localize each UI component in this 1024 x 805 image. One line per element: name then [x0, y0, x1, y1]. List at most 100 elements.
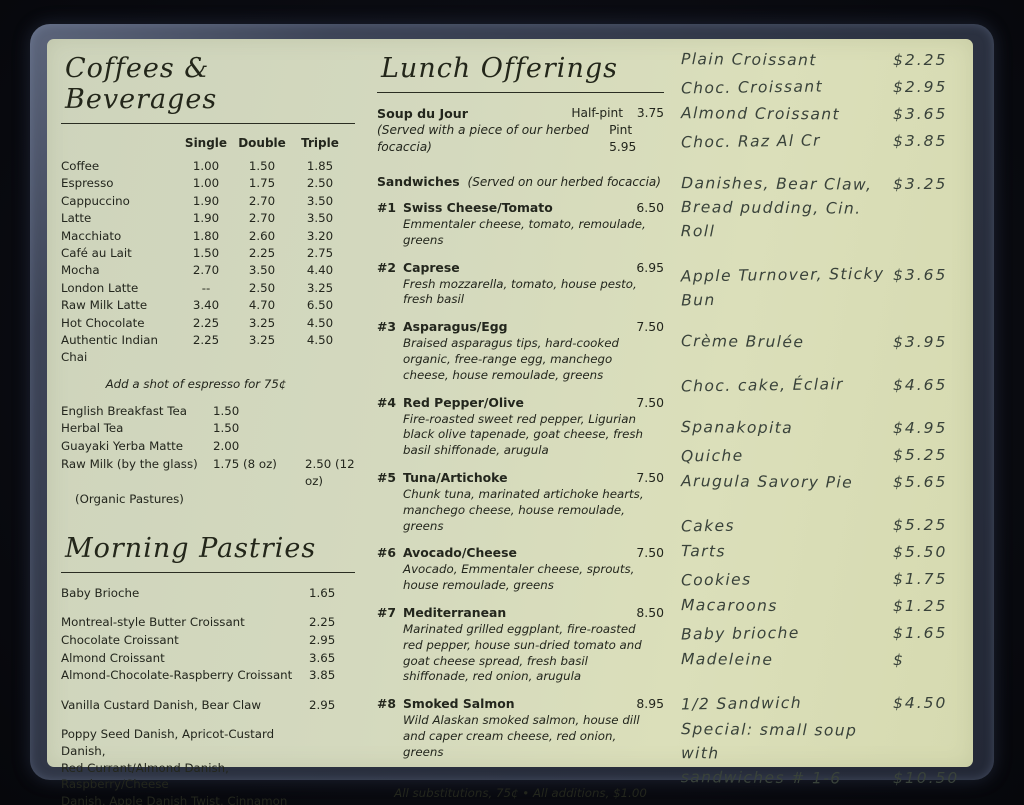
handwritten-item-price: $	[893, 651, 905, 669]
tea-name: English Breakfast Tea	[61, 403, 187, 418]
tea-row: English Breakfast Tea 1.50	[61, 403, 355, 421]
handwritten-item-price: $1.25	[893, 597, 948, 615]
pastry-row: Baby Brioche 1.65	[61, 585, 355, 602]
coffee-row: Café au Lait 1.50 2.25 2.75	[61, 245, 355, 262]
coffee-price-single: 1.00	[192, 176, 220, 191]
handwritten-item-price: $5.25	[893, 516, 948, 534]
handwritten-row: Cookies $1.75	[681, 567, 969, 591]
coffee-price-single: 1.00	[192, 159, 220, 173]
coffee-price-triple: 3.50	[306, 211, 334, 226]
handwritten-row: Tarts $5.50	[681, 540, 969, 564]
sandwich-description: Wild Alaskan smoked salmon, house dill a…	[403, 713, 640, 759]
sandwich-number: #8	[377, 696, 397, 712]
coffees-beverages-column: Coffees & Beverages Single Double Triple…	[61, 53, 355, 805]
coffee-price-double: 3.50	[248, 263, 276, 278]
handwritten-item-name: Choc. Croissant	[680, 77, 824, 98]
coffee-price-single: 1.50	[192, 246, 220, 261]
coffee-row: Coffee 1.00 1.50 1.85	[61, 158, 355, 175]
sandwich-item: #2 Caprese 6.95 Fresh mozzarella, tomato…	[377, 260, 664, 309]
soup-pint-label: Pint	[609, 123, 633, 137]
handwritten-item-price: $3.95	[893, 333, 948, 351]
tea-entry: Herbal Tea 1.50	[61, 420, 355, 438]
tea-row: Raw Milk (by the glass) 1.75 (8 oz) 2.50…	[61, 456, 355, 491]
pastry-price: 2.95	[309, 633, 336, 648]
coffee-name: Cappuccino	[61, 193, 130, 208]
coffee-price-triple: 6.50	[306, 298, 334, 313]
pastry-row: Chocolate Croissant 2.95	[61, 632, 355, 649]
coffee-name: Café au Lait	[61, 246, 132, 261]
pastry-name: Chocolate Croissant	[61, 633, 179, 648]
menu-paper: Coffees & Beverages Single Double Triple…	[47, 39, 973, 805]
sandwich-header: #8 Smoked Salmon 8.95	[377, 696, 664, 711]
coffee-price-double: 2.70	[248, 211, 276, 226]
handwritten-item-price: $3.65	[893, 266, 948, 284]
handwritten-row: Crème Brulée $3.95	[681, 330, 969, 354]
coffee-price-single: 2.25	[192, 315, 220, 330]
coffee-price-triple: 4.50	[306, 333, 334, 348]
tea-price-1: 1.75 (8 oz)	[213, 456, 277, 471]
pastry-row: Almond Croissant 3.65	[61, 650, 355, 667]
pastry-name: Almond Croissant	[61, 650, 165, 665]
handwritten-item-price: $4.65	[893, 376, 948, 394]
handwritten-item-price: $2.25	[893, 51, 948, 69]
handwritten-item-name: Tarts	[680, 542, 726, 561]
sandwich-title: Avocado/Cheese	[403, 545, 517, 561]
pastry-row: Almond-Chocolate-Raspberry Croissant 3.8…	[61, 667, 355, 684]
coffee-row: Cappuccino 1.90 2.70 3.50	[61, 193, 355, 210]
handwritten-item-name: Madeleine	[680, 650, 774, 669]
sandwich-item: #7 Mediterranean 8.50 Marinated grilled …	[377, 605, 664, 685]
tea-row: Herbal Tea 1.50	[61, 420, 355, 438]
pastry-row: Montreal-style Butter Croissant 2.25	[61, 614, 355, 631]
coffee-row: Latte 1.90 2.70 3.50	[61, 210, 355, 227]
handwritten-item-name: Special: small soup with sandwiches # 1-…	[680, 720, 858, 788]
handwritten-item-name: Crème Brulée	[680, 332, 805, 352]
tea-row: Guayaki Yerba Matte 2.00	[61, 438, 355, 456]
sandwich-title: Smoked Salmon	[403, 696, 515, 712]
coffee-price-double: 2.25	[248, 246, 276, 261]
coffee-name: London Latte	[61, 280, 139, 295]
sandwich-header: #2 Caprese 6.95	[377, 260, 664, 275]
coffee-price-double: 3.25	[248, 333, 276, 348]
sandwich-price: 7.50	[636, 545, 664, 561]
tea-price-2: 2.50 (12 oz)	[305, 456, 355, 489]
handwritten-item-name: Choc. cake, Éclair	[680, 375, 845, 396]
handwritten-item-name: Apple Turnover, Sticky Bun	[680, 264, 885, 310]
coffee-price-double: 2.70	[248, 193, 276, 208]
handwritten-item-price: $3.25	[893, 175, 948, 193]
tea-price-2	[305, 438, 355, 456]
sandwich-number: #4	[377, 394, 397, 410]
coffee-row: Raw Milk Latte 3.40 4.70 6.50	[61, 297, 355, 314]
sandwich-price: 8.95	[636, 696, 664, 712]
handwritten-list: Plain Croissant $2.25 Choc. Croissant $2…	[681, 48, 969, 790]
handwritten-item-price: $5.25	[893, 446, 948, 464]
coffee-price-triple: 2.50	[306, 176, 334, 191]
sandwich-price: 7.50	[636, 319, 664, 335]
sandwich-description: Emmentaler cheese, tomato, remoulade, gr…	[403, 217, 646, 247]
coffee-price-triple: 3.25	[306, 280, 334, 295]
soup-half-price: 3.75	[636, 106, 664, 120]
tea-price-2	[305, 420, 355, 438]
handwritten-item-name: Baby brioche	[680, 623, 800, 644]
coffee-row: Macchiato 1.80 2.60 3.20	[61, 228, 355, 245]
coffee-name: Coffee	[61, 159, 100, 173]
sandwich-number: #1	[377, 200, 397, 215]
coffee-price-double: 2.60	[248, 228, 276, 243]
coffee-price-triple: 1.85	[306, 159, 334, 173]
handwritten-item-name: Plain Croissant	[680, 50, 817, 70]
sandwich-header: #3 Asparagus/Egg 7.50	[377, 319, 664, 334]
handwritten-item-name: Spanakopita	[680, 418, 794, 438]
soup-half-pint: Half-pint 3.75	[571, 105, 664, 122]
laminated-menu-card: Coffees & Beverages Single Double Triple…	[30, 24, 994, 805]
sandwich-title: Tuna/Artichoke	[403, 469, 508, 485]
pastry-price: 2.95	[309, 697, 336, 712]
pastry-name: Vanilla Custard Danish, Bear Claw	[61, 697, 262, 712]
tea-entry: Raw Milk (by the glass) 1.75 (8 oz) 2.50…	[61, 456, 355, 507]
handwritten-specials-column: Plain Croissant $2.25 Choc. Croissant $2…	[681, 45, 969, 805]
sandwiches-label: Sandwiches	[377, 174, 460, 189]
sandwich-number: #7	[377, 604, 397, 620]
coffee-price-single: 1.90	[192, 193, 220, 208]
handwritten-row: 1/2 Sandwich $4.50	[681, 691, 969, 715]
pastry-row: Poppy Seed Danish, Apricot-Custard Danis…	[61, 726, 355, 805]
sandwich-item: #3 Asparagus/Egg 7.50 Braised asparagus …	[377, 319, 664, 383]
